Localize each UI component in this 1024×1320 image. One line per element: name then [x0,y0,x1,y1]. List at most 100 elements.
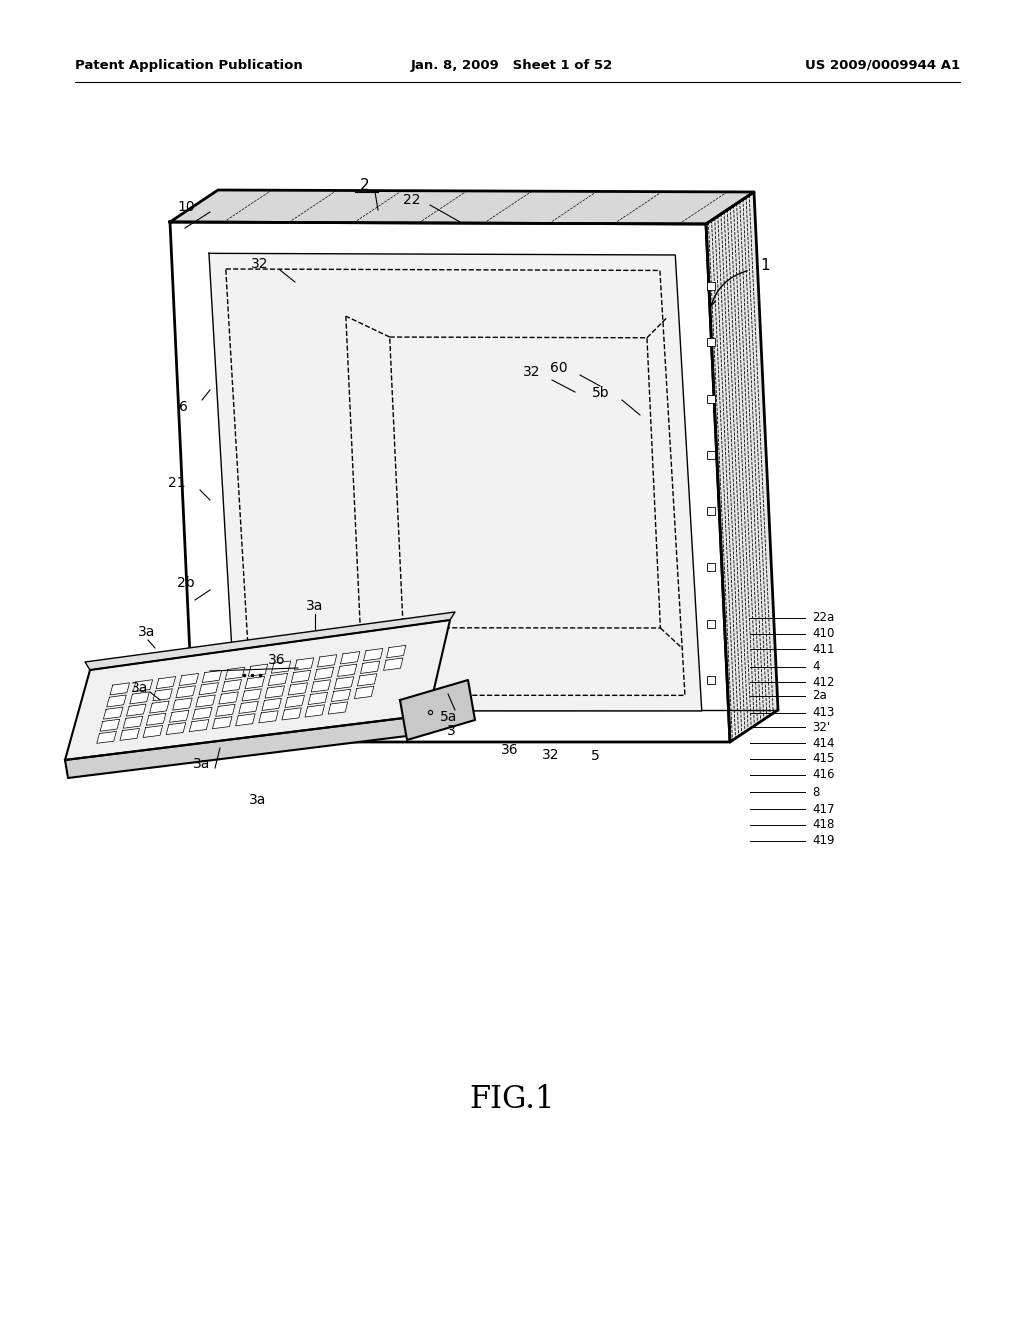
Polygon shape [338,664,356,676]
Polygon shape [170,190,754,224]
Text: 412: 412 [812,676,835,689]
Polygon shape [262,698,282,710]
Text: 414: 414 [812,737,835,750]
Text: 416: 416 [812,768,835,781]
Text: 60: 60 [550,360,568,375]
Text: 415: 415 [812,752,835,766]
Text: 21: 21 [168,477,186,490]
Text: 32: 32 [522,366,540,379]
Text: 6: 6 [179,400,188,414]
Polygon shape [216,705,236,717]
Polygon shape [176,685,196,698]
Polygon shape [314,667,334,680]
Polygon shape [311,680,331,692]
Text: 2: 2 [360,177,370,193]
Polygon shape [245,676,264,689]
Polygon shape [146,713,166,725]
Polygon shape [199,682,218,694]
Polygon shape [400,680,475,741]
Bar [707,564,715,572]
Polygon shape [291,671,310,682]
Text: 2b: 2b [177,576,195,590]
Polygon shape [143,726,163,738]
Polygon shape [354,686,374,698]
Text: 3a: 3a [138,624,156,639]
Polygon shape [706,191,778,742]
Polygon shape [282,708,301,719]
Polygon shape [156,677,175,689]
Polygon shape [242,689,261,701]
Polygon shape [202,671,221,682]
Polygon shape [364,648,383,661]
Polygon shape [106,694,126,708]
Text: 22a: 22a [812,611,835,624]
Polygon shape [268,673,288,685]
Polygon shape [196,694,215,708]
Polygon shape [265,686,285,698]
Text: 417: 417 [812,803,835,816]
Text: Patent Application Publication: Patent Application Publication [75,58,303,71]
Polygon shape [189,719,209,731]
Polygon shape [173,698,193,710]
Text: 5a: 5a [440,710,458,723]
Text: 22: 22 [402,193,420,207]
Polygon shape [219,692,239,704]
Bar [707,395,715,403]
Text: 36: 36 [501,743,519,756]
Polygon shape [239,701,258,713]
Polygon shape [248,664,267,676]
Text: 418: 418 [812,818,835,832]
Polygon shape [236,714,255,726]
Text: 410: 410 [812,627,835,640]
Polygon shape [340,652,359,664]
Bar [707,507,715,515]
Text: US 2009/0009944 A1: US 2009/0009944 A1 [805,58,961,71]
Polygon shape [335,677,353,689]
Polygon shape [288,682,307,696]
Polygon shape [317,655,337,667]
Text: 4: 4 [812,660,819,673]
Text: 5b: 5b [592,385,610,400]
Text: 419: 419 [812,834,835,847]
Polygon shape [259,710,279,723]
Polygon shape [193,708,212,719]
Bar [707,676,715,684]
Text: 3a: 3a [193,756,210,771]
Polygon shape [225,667,245,680]
Polygon shape [103,708,123,719]
Text: 1: 1 [760,257,770,272]
Text: 3: 3 [446,723,456,738]
Polygon shape [65,715,431,777]
Bar [707,619,715,627]
Text: Jan. 8, 2009   Sheet 1 of 52: Jan. 8, 2009 Sheet 1 of 52 [411,58,613,71]
Text: 10: 10 [177,201,195,214]
Polygon shape [120,729,139,741]
Text: 411: 411 [812,643,835,656]
Polygon shape [170,222,730,742]
Polygon shape [110,682,130,694]
Text: 2a: 2a [812,689,826,702]
Polygon shape [332,689,350,701]
Polygon shape [150,701,169,713]
Polygon shape [179,673,199,685]
Text: 8: 8 [812,785,819,799]
Polygon shape [222,680,242,692]
Polygon shape [305,705,325,717]
Text: 3a: 3a [249,793,266,807]
Polygon shape [127,704,146,715]
Polygon shape [357,673,377,686]
Bar [707,451,715,459]
Text: 3a: 3a [306,599,324,612]
Bar [707,282,715,290]
Polygon shape [100,719,120,731]
Polygon shape [294,657,313,671]
Text: 3a: 3a [131,681,148,696]
Polygon shape [65,620,450,760]
Polygon shape [360,661,380,673]
Polygon shape [209,253,701,711]
Text: FIG.1: FIG.1 [469,1085,555,1115]
Polygon shape [285,696,304,708]
Polygon shape [166,722,185,734]
Text: 32: 32 [543,748,560,762]
Text: 413: 413 [812,706,835,719]
